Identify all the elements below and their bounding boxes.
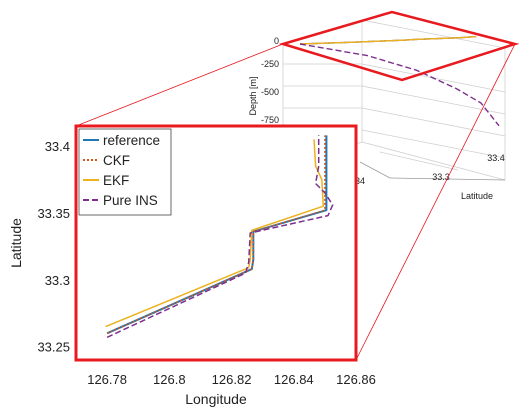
depth-tick-label: -500 xyxy=(261,87,279,97)
y-tick-label: 33.35 xyxy=(37,206,70,221)
latitude-tick-label: 33.4 xyxy=(487,153,505,163)
x-tick-label: 126.78 xyxy=(87,372,127,387)
highlight-region xyxy=(278,10,520,82)
x-tick-label: 126.8 xyxy=(153,372,186,387)
series-line-ckf xyxy=(106,135,326,334)
y-tick-label: 33.25 xyxy=(37,340,70,355)
grid-line xyxy=(379,151,459,171)
depth-axis-label: Depth [m] xyxy=(248,76,258,115)
box-edge xyxy=(361,19,506,49)
grid-line xyxy=(361,107,506,137)
zoom-connector-line xyxy=(75,43,284,127)
plot-border xyxy=(74,124,358,362)
legend-label: EKF xyxy=(103,173,129,188)
box-edge xyxy=(361,141,506,181)
depth-tick-label: 0 xyxy=(274,36,279,46)
y-tick-label: 33.4 xyxy=(45,139,70,154)
longitude-tick-label-partial: 34 xyxy=(355,176,365,186)
legend: reference CKF EKF Pure INS xyxy=(78,128,172,216)
x-axis-label: Longitude xyxy=(185,391,247,407)
latitude-axis-label: Latitude xyxy=(461,191,493,201)
y-axis-label: Latitude xyxy=(8,218,24,268)
trajectory-lines xyxy=(105,135,334,338)
depth-tick-label: -250 xyxy=(261,59,279,69)
y-tick-labels: 33.25 33.3 33.35 33.4 xyxy=(37,139,70,355)
series-line-ekf xyxy=(105,139,325,328)
grid-line xyxy=(361,85,506,115)
zoom-connector-line xyxy=(355,43,516,361)
y-tick-label: 33.3 xyxy=(45,273,70,288)
series-3d-pure-ins xyxy=(299,43,500,127)
x-tick-label: 126.84 xyxy=(274,372,314,387)
x-tick-label: 126.86 xyxy=(336,372,376,387)
legend-label: CKF xyxy=(103,153,130,168)
chart-3d-trajectories xyxy=(299,35,500,127)
legend-label: reference xyxy=(103,133,160,148)
depth-tick-label: -750 xyxy=(261,115,279,125)
axis-line xyxy=(359,161,391,179)
legend-label: Pure INS xyxy=(103,193,158,208)
latitude-tick-label: 33.3 xyxy=(432,172,450,182)
chart-3d-box xyxy=(282,19,506,181)
grid-line xyxy=(361,129,506,159)
x-tick-label: 126.82 xyxy=(212,372,252,387)
x-tick-labels: 126.78 126.8 126.82 126.84 126.86 xyxy=(87,372,376,387)
series-line-pure-ins xyxy=(106,135,334,338)
series-3d-ekf xyxy=(299,35,477,45)
